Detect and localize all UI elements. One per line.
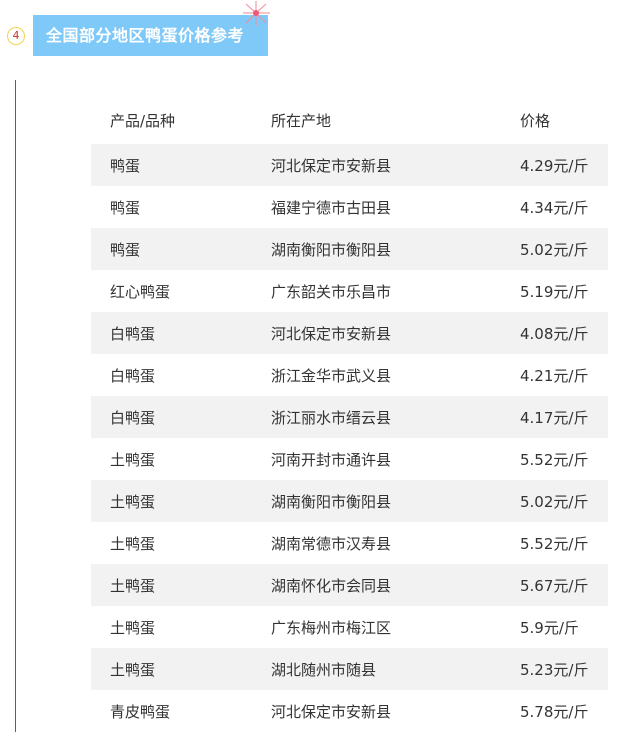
table-row: 土鸭蛋 湖南常德市汉寿县 5.52元/斤: [91, 522, 608, 564]
cell-product: 白鸭蛋: [110, 408, 156, 427]
cell-product: 白鸭蛋: [110, 324, 156, 343]
cell-price: 5.52元/斤: [520, 534, 589, 553]
cell-price: 5.78元/斤: [520, 702, 589, 721]
cell-price: 5.19元/斤: [520, 282, 589, 301]
cell-product: 土鸭蛋: [110, 534, 156, 553]
table-row: 土鸭蛋 广东梅州市梅江区 5.9元/斤: [91, 606, 608, 648]
cell-origin: 河南开封市通许县: [271, 450, 392, 469]
cell-price: 4.34元/斤: [520, 198, 589, 217]
cell-price: 4.08元/斤: [520, 324, 589, 343]
cell-product: 鸭蛋: [110, 156, 141, 175]
left-rule: [15, 80, 16, 732]
table-row: 白鸭蛋 浙江金华市武义县 4.21元/斤: [91, 354, 608, 396]
cell-price: 5.23元/斤: [520, 660, 589, 679]
table-row: 红心鸭蛋 广东韶关市乐昌市 5.19元/斤: [91, 270, 608, 312]
cell-origin: 河北保定市安新县: [271, 324, 392, 343]
cell-origin: 湖南怀化市会同县: [271, 576, 392, 595]
cell-price: 4.17元/斤: [520, 408, 589, 427]
section-number-badge: 4: [7, 27, 25, 45]
table-row: 土鸭蛋 湖南怀化市会同县 5.67元/斤: [91, 564, 608, 606]
cell-origin: 湖北随州市随县: [271, 660, 377, 679]
section-title: 全国部分地区鸭蛋价格参考: [33, 15, 268, 56]
cell-product: 鸭蛋: [110, 198, 141, 217]
header-product: 产品/品种: [110, 112, 176, 130]
cell-product: 土鸭蛋: [110, 576, 156, 595]
cell-origin: 河北保定市安新县: [271, 156, 392, 175]
cell-product: 土鸭蛋: [110, 492, 156, 511]
table-row: 土鸭蛋 河南开封市通许县 5.52元/斤: [91, 438, 608, 480]
header-price: 价格: [520, 112, 551, 130]
cell-origin: 浙江丽水市缙云县: [271, 408, 392, 427]
firework-icon: [243, 1, 270, 26]
price-table: 产品/品种 所在产地 价格 鸭蛋 河北保定市安新县 4.29元/斤 鸭蛋 福建宁德市古田…: [91, 97, 608, 732]
cell-price: 5.52元/斤: [520, 450, 589, 469]
table-row: 青皮鸭蛋 河北保定市安新县 5.78元/斤: [91, 690, 608, 732]
cell-origin: 福建宁德市古田县: [271, 198, 392, 217]
cell-price: 5.02元/斤: [520, 240, 589, 259]
table-row: 鸭蛋 福建宁德市古田县 4.34元/斤: [91, 186, 608, 228]
header-origin: 所在产地: [271, 112, 332, 130]
cell-origin: 湖南常德市汉寿县: [271, 534, 392, 553]
cell-product: 白鸭蛋: [110, 366, 156, 385]
cell-product: 青皮鸭蛋: [110, 702, 171, 721]
table-row: 白鸭蛋 浙江丽水市缙云县 4.17元/斤: [91, 396, 608, 438]
table-row: 土鸭蛋 湖北随州市随县 5.23元/斤: [91, 648, 608, 690]
table-row: 鸭蛋 湖南衡阳市衡阳县 5.02元/斤: [91, 228, 608, 270]
cell-origin: 湖南衡阳市衡阳县: [271, 240, 392, 259]
cell-product: 土鸭蛋: [110, 660, 156, 679]
cell-origin: 广东梅州市梅江区: [271, 618, 392, 637]
cell-origin: 浙江金华市武义县: [271, 366, 392, 385]
cell-product: 鸭蛋: [110, 240, 141, 259]
cell-price: 5.9元/斤: [520, 618, 579, 637]
table-header: 产品/品种 所在产地 价格: [91, 97, 608, 144]
cell-origin: 河北保定市安新县: [271, 702, 392, 721]
table-row: 白鸭蛋 河北保定市安新县 4.08元/斤: [91, 312, 608, 354]
table-row: 土鸭蛋 湖南衡阳市衡阳县 5.02元/斤: [91, 480, 608, 522]
cell-price: 4.29元/斤: [520, 156, 589, 175]
cell-origin: 广东韶关市乐昌市: [271, 282, 392, 301]
cell-product: 红心鸭蛋: [110, 282, 171, 301]
cell-product: 土鸭蛋: [110, 450, 156, 469]
cell-product: 土鸭蛋: [110, 618, 156, 637]
cell-origin: 湖南衡阳市衡阳县: [271, 492, 392, 511]
cell-price: 5.02元/斤: [520, 492, 589, 511]
table-row: 鸭蛋 河北保定市安新县 4.29元/斤: [91, 144, 608, 186]
cell-price: 4.21元/斤: [520, 366, 589, 385]
cell-price: 5.67元/斤: [520, 576, 589, 595]
